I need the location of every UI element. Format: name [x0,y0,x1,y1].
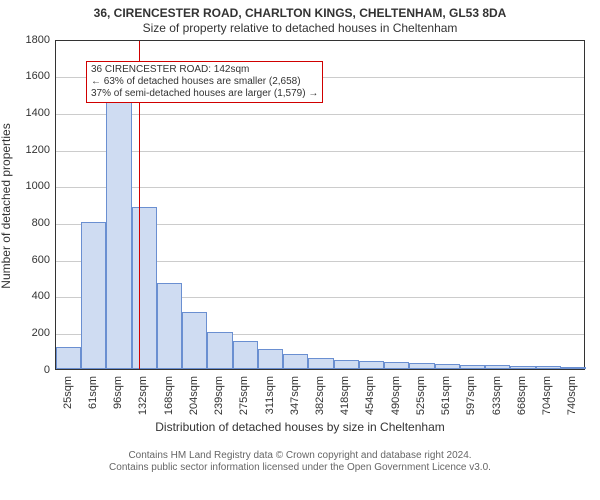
chart-titles: 36, CIRENCESTER ROAD, CHARLTON KINGS, CH… [0,0,600,36]
xtick-label: 275sqm [238,376,250,415]
xtick-label: 490sqm [390,376,402,415]
histogram-chart: Number of detached properties 36 CIRENCE… [0,36,600,448]
xtick-label: 239sqm [213,376,225,415]
ytick-label: 400 [6,290,50,302]
annotation-line: ← 63% of detached houses are smaller (2,… [91,76,318,88]
histogram-bar [233,341,258,369]
histogram-bar [81,222,106,369]
xtick-label: 418sqm [339,376,351,415]
x-axis-label: Distribution of detached houses by size … [0,420,600,434]
annotation-line: 37% of semi-detached houses are larger (… [91,88,318,100]
ytick-label: 1200 [6,144,50,156]
title-sub: Size of property relative to detached ho… [0,21,600,35]
xtick-label: 204sqm [188,376,200,415]
ytick-label: 200 [6,327,50,339]
title-main: 36, CIRENCESTER ROAD, CHARLTON KINGS, CH… [0,6,600,20]
xtick-label: 597sqm [465,376,477,415]
histogram-bar [384,362,409,368]
histogram-bar [56,347,81,369]
footer-line: Contains public sector information licen… [0,462,600,474]
ytick-label: 0 [6,364,50,376]
histogram-bar [132,207,157,368]
ytick-label: 1000 [6,180,50,192]
xtick-label: 96sqm [112,376,124,409]
histogram-bar [485,365,510,368]
xtick-label: 168sqm [163,376,175,415]
xtick-label: 668sqm [516,376,528,415]
histogram-bar [106,99,131,369]
xtick-label: 311sqm [264,376,276,414]
histogram-bar [308,358,333,369]
xtick-label: 61sqm [87,376,99,409]
ytick-label: 600 [6,254,50,266]
footer-line: Contains HM Land Registry data © Crown c… [0,450,600,462]
xtick-label: 633sqm [491,376,503,415]
property-annotation: 36 CIRENCESTER ROAD: 142sqm ← 63% of det… [86,61,323,103]
histogram-bar [182,312,207,369]
ytick-label: 1400 [6,107,50,119]
histogram-bar [536,366,561,369]
xtick-label: 132sqm [137,376,149,415]
xtick-label: 740sqm [566,376,578,415]
histogram-bar [460,365,485,369]
grid-line [56,114,584,115]
grid-line [56,187,584,188]
histogram-bar [334,360,359,369]
xtick-label: 704sqm [541,376,553,415]
grid-line [56,151,584,152]
xtick-label: 561sqm [440,376,452,415]
histogram-bar [207,332,232,369]
histogram-bar [359,361,384,369]
annotation-line: 36 CIRENCESTER ROAD: 142sqm [91,64,318,76]
ytick-label: 1600 [6,70,50,82]
histogram-bar [510,366,535,369]
histogram-bar [435,364,460,369]
plot-area: 36 CIRENCESTER ROAD: 142sqm ← 63% of det… [55,40,585,370]
ytick-label: 800 [6,217,50,229]
histogram-bar [283,354,308,369]
attribution-footer: Contains HM Land Registry data © Crown c… [0,450,600,474]
xtick-label: 525sqm [415,376,427,415]
histogram-bar [157,283,182,369]
xtick-label: 25sqm [62,376,74,409]
xtick-label: 347sqm [289,376,301,415]
histogram-bar [409,363,434,369]
histogram-bar [561,367,586,369]
ytick-label: 1800 [6,34,50,46]
histogram-bar [258,349,283,369]
xtick-label: 454sqm [364,376,376,415]
xtick-label: 382sqm [314,376,326,415]
